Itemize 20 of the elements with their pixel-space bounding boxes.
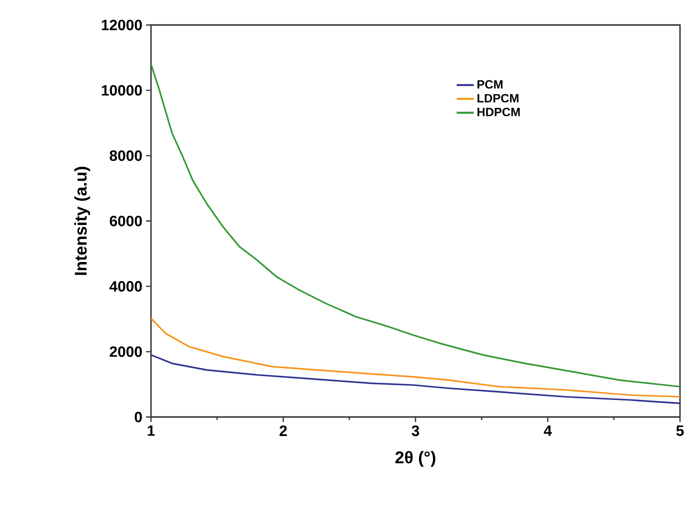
x-tick-label: 3 xyxy=(412,426,420,436)
y-tick-label: 4000 xyxy=(109,281,142,292)
line-series xyxy=(151,354,680,404)
legend-label: HDPCM xyxy=(478,108,520,116)
y-axis-title: Intensity (a.u) xyxy=(74,166,90,275)
x-axis-title: 2θ (°) xyxy=(395,450,436,467)
y-tick-label: 6000 xyxy=(110,216,142,226)
line-series xyxy=(151,63,680,388)
line-series xyxy=(151,318,680,398)
y-tick-label: 0 xyxy=(134,412,142,422)
x-tick-label: 1 xyxy=(148,426,155,436)
y-tick-label: 12000 xyxy=(102,20,142,30)
legend-label: PCM xyxy=(478,80,502,89)
x-tick-label: 4 xyxy=(544,426,552,436)
x-tick-label: 5 xyxy=(676,426,684,436)
legend-label: LDPCM xyxy=(478,94,518,102)
y-tick-label: 10000 xyxy=(102,85,142,96)
x-tick-label: 2 xyxy=(280,426,287,436)
y-tick-label: 2000 xyxy=(110,346,142,357)
y-tick-label: 8000 xyxy=(110,150,142,161)
